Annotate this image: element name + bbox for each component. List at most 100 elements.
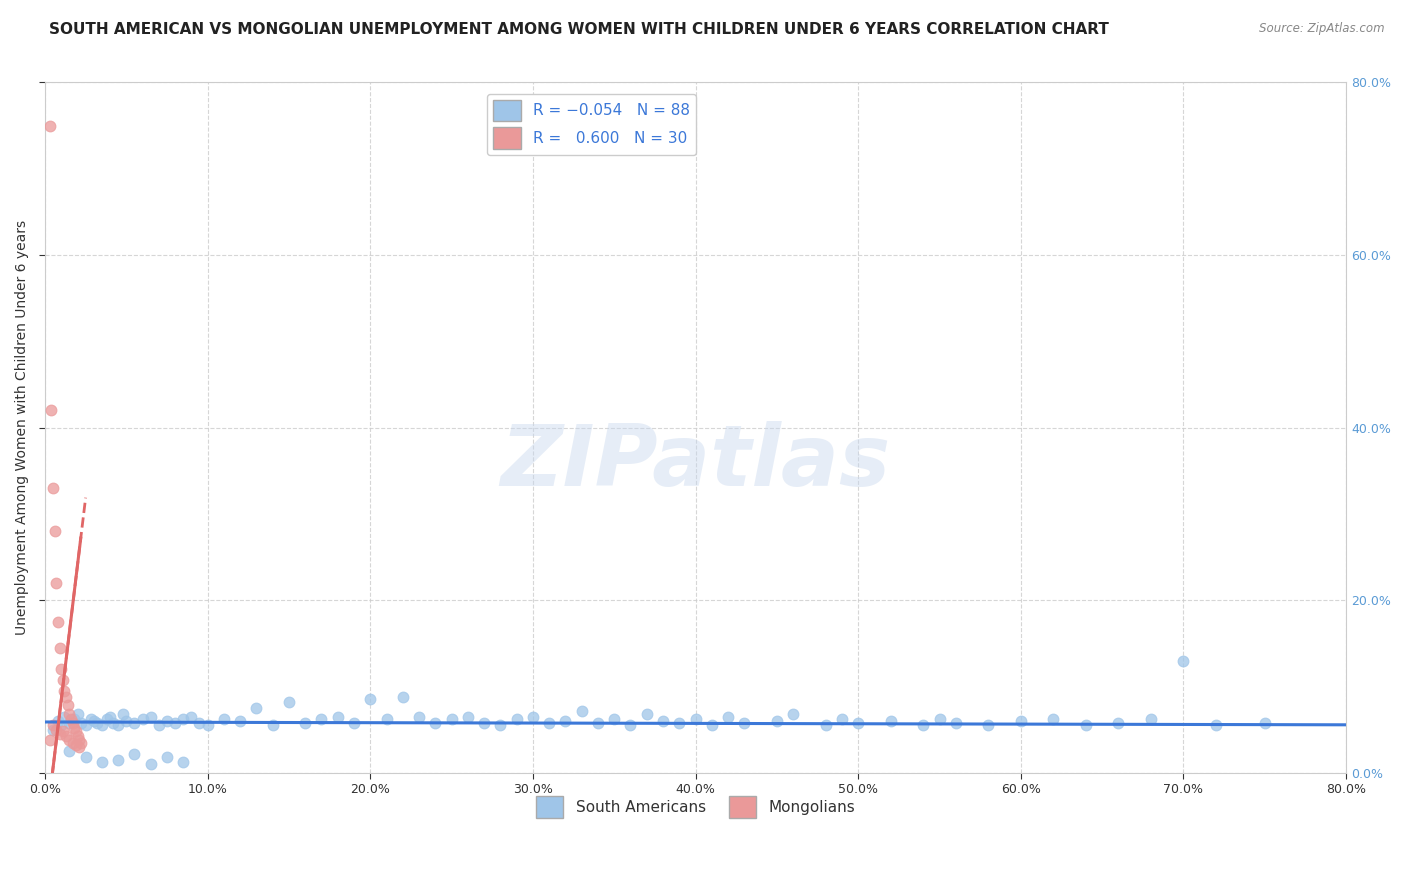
Point: [46, 615, 69, 629]
Point: [489, 718, 512, 732]
Point: [56, 698, 79, 713]
Point: [425, 715, 447, 730]
Point: [156, 714, 179, 728]
Point: [124, 747, 146, 761]
Point: [928, 712, 950, 726]
Point: [53, 709, 76, 723]
Point: [457, 709, 479, 723]
Point: [139, 757, 162, 772]
Point: [717, 709, 740, 723]
Point: [98, 709, 121, 723]
Point: [782, 707, 804, 722]
Point: [112, 707, 135, 722]
Point: [66, 707, 89, 722]
Point: [42, 723, 65, 737]
Point: [619, 718, 641, 732]
Point: [262, 718, 284, 732]
Point: [83, 714, 105, 728]
Point: [700, 718, 723, 732]
Point: [505, 712, 527, 726]
Point: [52, 673, 75, 687]
Point: [63, 712, 86, 726]
Point: [48, 727, 70, 741]
Point: [79, 712, 101, 726]
Point: [69, 715, 91, 730]
Text: Source: ZipAtlas.com: Source: ZipAtlas.com: [1260, 22, 1385, 36]
Point: [86, 715, 108, 730]
Point: [59, 712, 82, 726]
Point: [90, 756, 112, 770]
Point: [45, 575, 67, 590]
Point: [766, 714, 789, 728]
Point: [522, 709, 544, 723]
Point: [685, 712, 707, 726]
Point: [188, 715, 211, 730]
Point: [831, 712, 853, 726]
Point: [51, 662, 73, 676]
Point: [42, 718, 65, 732]
Y-axis label: Unemployment Among Women with Children Under 6 years: Unemployment Among Women with Children U…: [15, 220, 30, 635]
Legend: South Americans, Mongolians: South Americans, Mongolians: [530, 790, 862, 824]
Text: ZIPatlas: ZIPatlas: [501, 421, 890, 504]
Point: [38, 119, 60, 133]
Point: [65, 738, 87, 752]
Point: [51, 718, 73, 732]
Point: [1010, 714, 1032, 728]
Point: [180, 709, 202, 723]
Point: [278, 695, 301, 709]
Point: [42, 481, 65, 495]
Point: [408, 709, 430, 723]
Point: [636, 707, 658, 722]
Point: [62, 735, 84, 749]
Point: [55, 730, 77, 744]
Point: [229, 714, 252, 728]
Point: [58, 744, 80, 758]
Point: [131, 712, 153, 726]
Point: [148, 718, 170, 732]
Point: [571, 704, 593, 718]
Point: [846, 715, 869, 730]
Point: [65, 724, 87, 739]
Point: [58, 715, 80, 730]
Point: [880, 714, 903, 728]
Point: [343, 715, 366, 730]
Point: [139, 709, 162, 723]
Point: [75, 718, 97, 732]
Point: [375, 712, 398, 726]
Point: [75, 750, 97, 764]
Point: [554, 714, 576, 728]
Point: [977, 718, 1000, 732]
Point: [294, 715, 316, 730]
Point: [172, 756, 194, 770]
Point: [945, 715, 967, 730]
Point: [1254, 715, 1277, 730]
Point: [1205, 718, 1227, 732]
Text: SOUTH AMERICAN VS MONGOLIAN UNEMPLOYMENT AMONG WOMEN WITH CHILDREN UNDER 6 YEARS: SOUTH AMERICAN VS MONGOLIAN UNEMPLOYMENT…: [49, 22, 1109, 37]
Point: [172, 712, 194, 726]
Point: [63, 721, 86, 735]
Point: [472, 715, 495, 730]
Point: [391, 690, 413, 704]
Point: [44, 524, 66, 538]
Point: [48, 640, 70, 655]
Point: [212, 712, 235, 726]
Point: [103, 715, 125, 730]
Point: [58, 733, 80, 747]
Point: [46, 714, 69, 728]
Point: [586, 715, 609, 730]
Point: [67, 739, 90, 754]
Point: [652, 714, 675, 728]
Point: [359, 692, 381, 706]
Point: [1042, 712, 1064, 726]
Point: [245, 701, 267, 715]
Point: [1173, 654, 1195, 668]
Point: [67, 733, 90, 747]
Point: [165, 715, 187, 730]
Point: [115, 714, 138, 728]
Point: [53, 683, 76, 698]
Point: [1074, 718, 1097, 732]
Point: [440, 712, 463, 726]
Point: [1107, 715, 1129, 730]
Point: [55, 690, 77, 704]
Point: [90, 718, 112, 732]
